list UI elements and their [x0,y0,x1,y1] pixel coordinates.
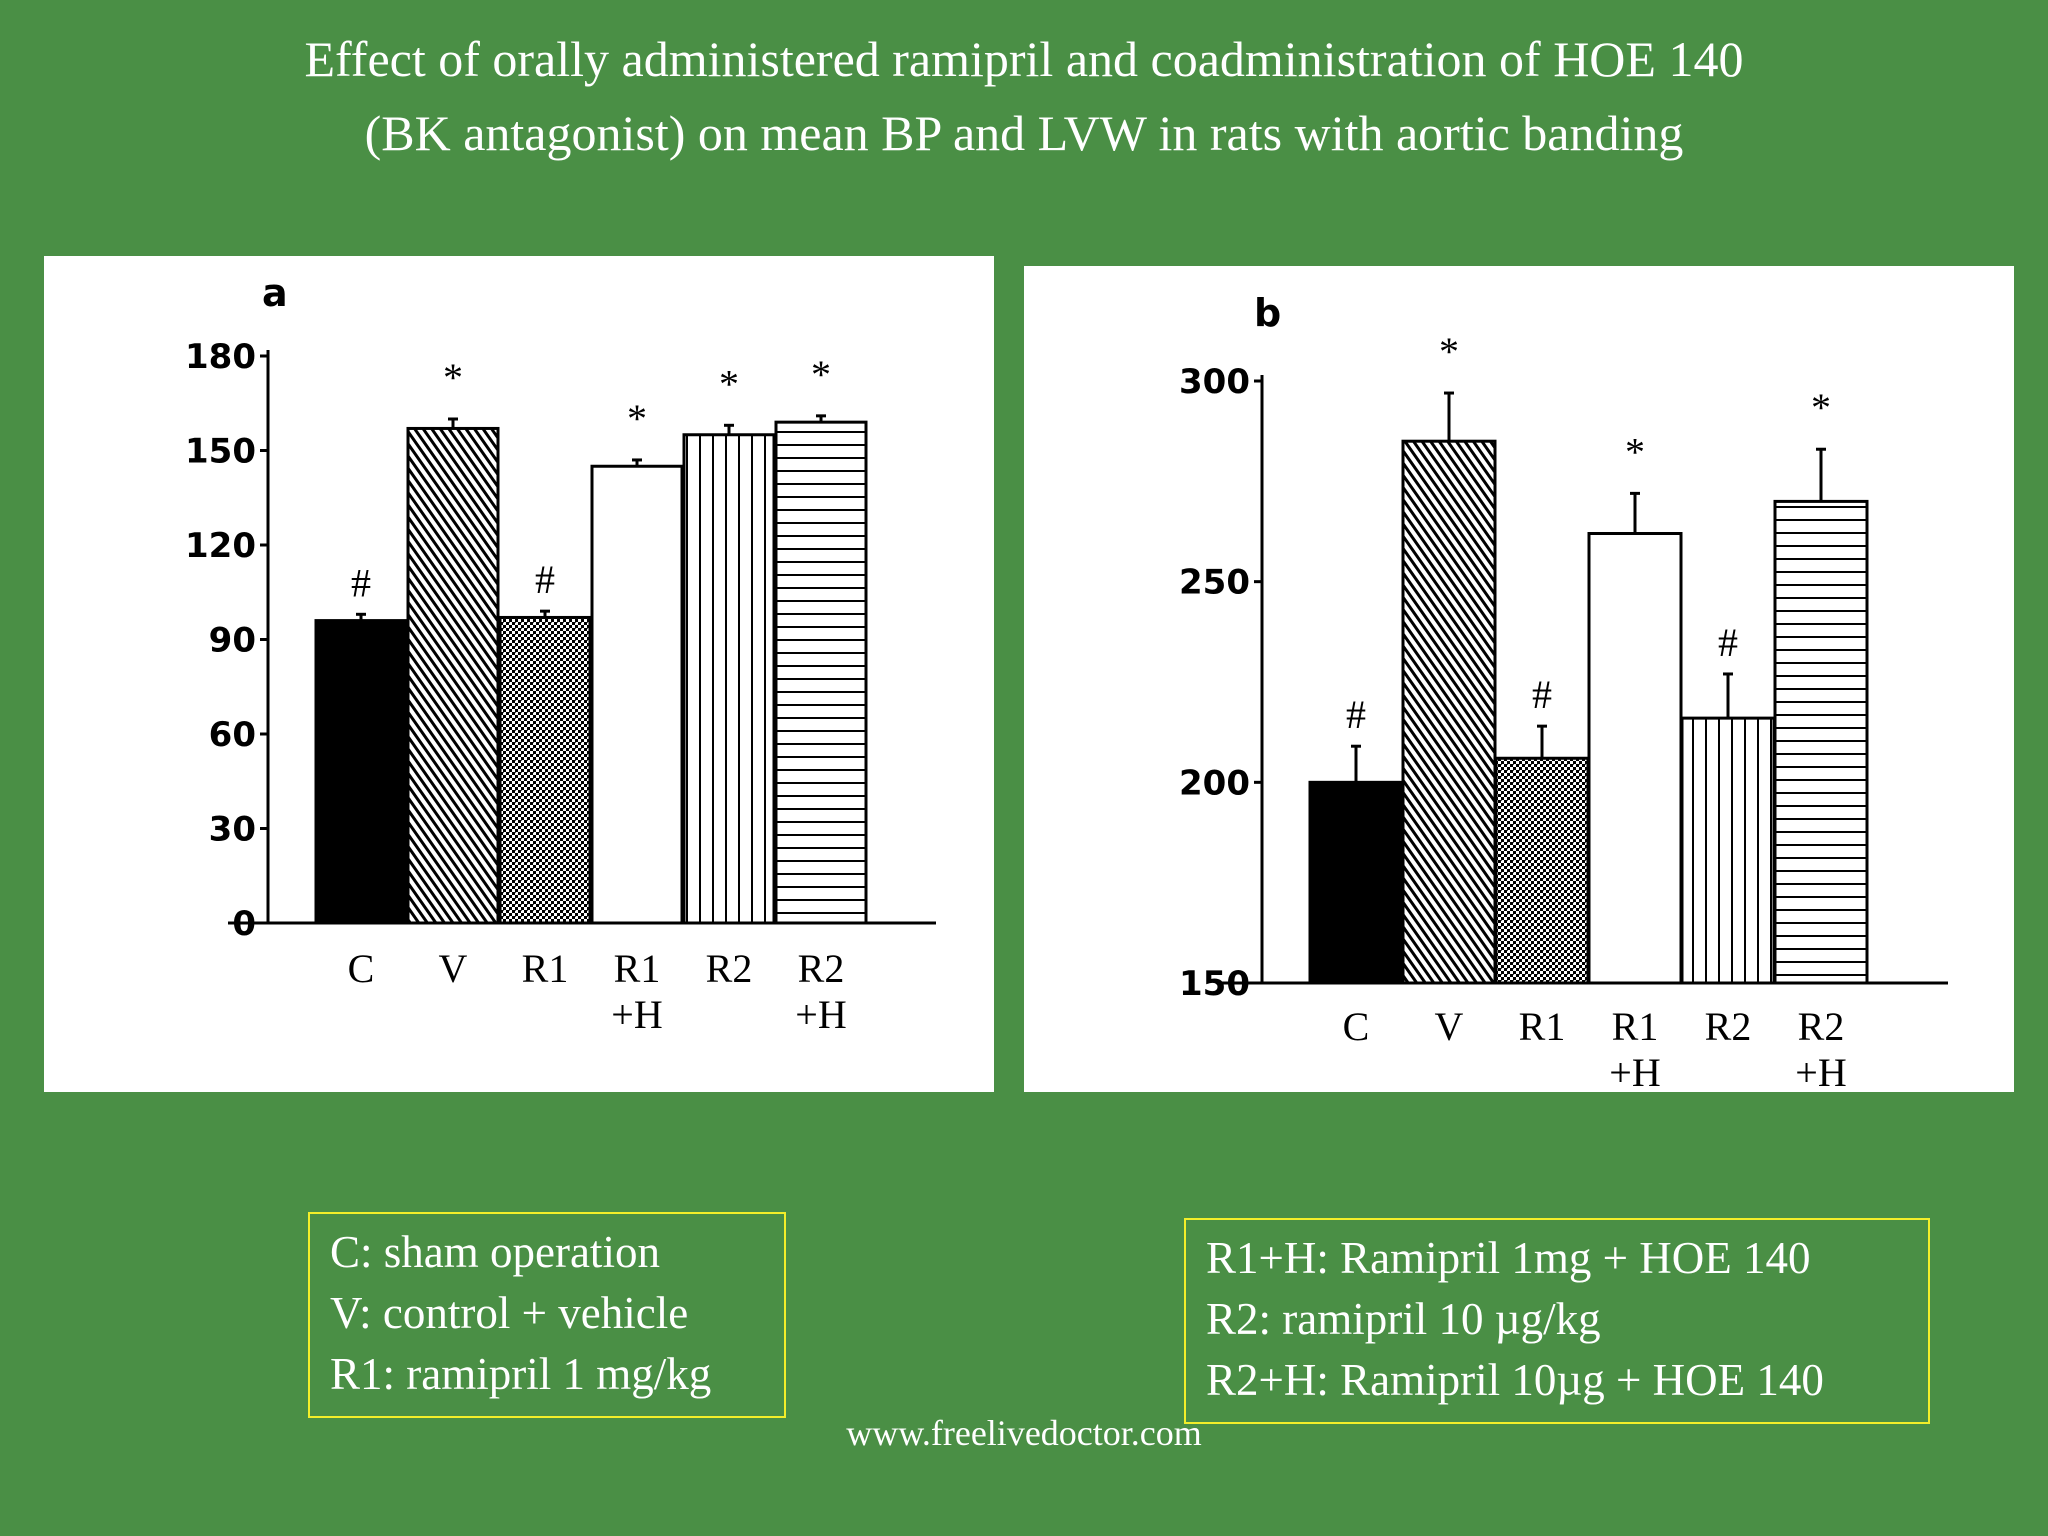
significance-mark: * [1439,329,1459,374]
bar [1587,532,1683,985]
category-label: R1 [522,946,569,991]
y-tick-label: 30 [209,810,256,850]
significance-mark: * [1625,429,1645,474]
significance-mark: * [719,361,739,406]
significance-mark: # [535,557,555,602]
y-tick-label: 150 [1179,964,1250,1004]
y-tick-label: 200 [1179,763,1250,803]
slide-title-line-1: Effect of orally administered ramipril a… [304,31,1744,87]
significance-mark: # [1532,672,1552,717]
legend-item: R2: ramipril 10 µg/kg [1206,1294,1601,1344]
category-label: +H [1795,1050,1846,1092]
y-tick-label: 150 [185,432,256,472]
significance-mark: # [351,560,371,605]
footer-url: www.freelivedoctor.com [846,1413,1202,1453]
bar [1308,780,1404,985]
bar [1401,439,1497,985]
slide-title: Effect of orally administered ramipril a… [0,22,2048,170]
y-tick-label: 90 [209,621,256,661]
bar [406,426,500,925]
y-tick-label: 300 [1179,362,1250,402]
bar [682,433,776,925]
legend-item: R1: ramipril 1 mg/kg [330,1349,712,1399]
category-label: R2 [1705,1004,1752,1049]
category-label: V [1435,1004,1464,1049]
y-tick-label: 250 [1179,563,1250,603]
significance-mark: # [1346,692,1366,737]
category-label: C [1343,1004,1370,1049]
slide-title-line-2: (BK antagonist) on mean BP and LVW in ra… [364,105,1684,161]
category-label: C [348,946,375,991]
bar [1680,716,1776,985]
category-label: +H [795,992,846,1037]
significance-mark: * [1811,385,1831,430]
significance-mark: * [811,352,831,397]
legend-item: R1+H: Ramipril 1mg + HOE 140 [1206,1233,1811,1283]
bar [498,615,592,925]
chart-panel-b: b 150 200 250 300 # C * V # R1 * R1 +H # R2 * R2 +H [1024,266,2014,1092]
significance-mark: # [1718,620,1738,665]
category-label: +H [1609,1050,1660,1092]
chart-panel-a: a 0 30 60 90 120 150 180 # C * V # R1 * R1 +H * R2 * R2 +H [44,256,994,1092]
y-tick-label: 180 [185,337,256,377]
category-label: +H [611,992,662,1037]
legend-left-box: C: sham operation V: control + vehicle R… [308,1212,786,1418]
bar [314,619,408,925]
category-label: V [439,946,468,991]
bar [774,420,868,925]
y-tick-label: 60 [209,715,256,755]
legend-right-box: R1+H: Ramipril 1mg + HOE 140 R2: ramipri… [1184,1218,1930,1424]
legend-item: C: sham operation [330,1227,660,1277]
bar [1494,756,1590,985]
y-tick-label: 0 [232,904,256,944]
panel-label: a [262,271,288,315]
category-label: R1 [1519,1004,1566,1049]
bar [1773,499,1869,985]
legend-item: R2+H: Ramipril 10µg + HOE 140 [1206,1355,1824,1405]
significance-mark: * [627,396,647,441]
significance-mark: * [443,355,463,400]
panel-label: b [1254,291,1281,335]
y-tick-label: 120 [185,526,256,566]
bar [590,464,684,925]
category-label: R1 [1612,1004,1659,1049]
legend-item: V: control + vehicle [330,1288,689,1338]
category-label: R2 [798,946,845,991]
category-label: R1 [614,946,661,991]
category-label: R2 [706,946,753,991]
category-label: R2 [1798,1004,1845,1049]
